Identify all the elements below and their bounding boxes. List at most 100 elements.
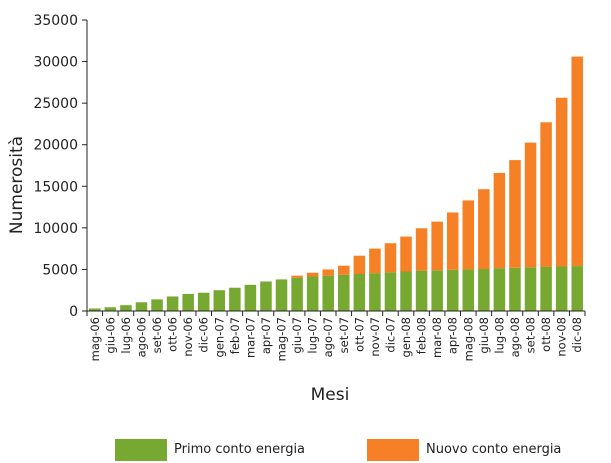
bar-primo-dic-07 — [384, 272, 397, 311]
x-tick-label-ott-07: ott-07 — [352, 317, 366, 352]
x-tick-label-apr-08: apr-08 — [446, 317, 460, 354]
bar-nuovo-nov-07 — [369, 248, 381, 274]
bar-primo-gen-08 — [400, 271, 412, 311]
x-tick-label-feb-08: feb-08 — [415, 317, 429, 354]
bar-primo-mag-06 — [89, 308, 101, 311]
bar-primo-giu-06 — [104, 307, 117, 311]
bar-primo-nov-06 — [182, 293, 194, 311]
x-axis-label: Mesi — [311, 385, 350, 405]
bar-primo-nov-07 — [369, 273, 381, 311]
x-tick-label-giu-07: giu-07 — [290, 317, 304, 354]
x-tick-label-ott-06: ott-06 — [166, 317, 180, 352]
bar-primo-set-06 — [151, 299, 163, 311]
x-tick-label-set-06: set-06 — [150, 317, 164, 353]
x-tick-label-mag-07: mag-07 — [275, 317, 289, 361]
legend-swatch-primo — [115, 439, 167, 461]
bar-primo-mag-08 — [462, 269, 475, 311]
y-tick-label: 10000 — [33, 221, 78, 237]
bar-nuovo-set-08 — [524, 142, 537, 268]
bar-primo-ago-06 — [135, 302, 148, 311]
bar-primo-lug-07 — [306, 276, 319, 311]
bar-primo-lug-06 — [120, 305, 132, 311]
x-tick-label-dic-07: dic-07 — [383, 317, 397, 353]
bar-nuovo-ott-08 — [540, 122, 552, 267]
x-tick-label-ott-08: ott-08 — [539, 317, 553, 352]
bar-nuovo-lug-07 — [306, 272, 319, 277]
x-tick-label-set-07: set-07 — [337, 317, 351, 353]
x-tick-label-set-08: set-08 — [524, 317, 538, 353]
x-tick-label-feb-07: feb-07 — [228, 317, 242, 354]
y-axis-ticks: 0 5000 10000 15000 20000 25000 30000 35000 — [33, 13, 87, 320]
bar-primo-apr-07 — [260, 281, 272, 311]
bar-primo-mar-08 — [431, 270, 443, 311]
bar-nuovo-dic-08 — [571, 56, 583, 267]
x-axis-ticks: mag-06 giu-06 lug-06 ago-06 set-06 ott-06 nov-… — [86, 311, 586, 361]
x-tick-label-ago-06: ago-06 — [134, 317, 148, 357]
bar-nuovo-ago-08 — [509, 160, 521, 268]
bar-primo-dic-08 — [571, 266, 583, 311]
x-tick-label-nov-06: nov-06 — [181, 317, 195, 357]
y-tick-label: 0 — [69, 304, 78, 320]
x-tick-label-ago-07: ago-07 — [321, 317, 335, 357]
y-tick-label: 5000 — [42, 262, 78, 278]
bar-nuovo-mar-08 — [431, 221, 443, 271]
bar-primo-giu-08 — [478, 269, 490, 311]
bar-primo-set-07 — [338, 274, 350, 311]
x-tick-label-lug-06: lug-06 — [119, 317, 133, 354]
x-tick-label-lug-08: lug-08 — [492, 317, 506, 354]
bar-primo-mag-07 — [275, 279, 288, 311]
bar-nuovo-feb-08 — [415, 228, 428, 271]
legend-label-primo: Primo conto energia — [174, 442, 306, 457]
y-tick-label: 15000 — [33, 179, 78, 195]
bar-primo-ago-07 — [322, 275, 334, 311]
bar-nuovo-mag-08 — [462, 200, 475, 270]
bar-nuovo-giu-07 — [291, 275, 303, 278]
bar-primo-gen-07 — [213, 290, 226, 311]
x-tick-label-giu-06: giu-06 — [103, 317, 117, 354]
x-tick-label-apr-07: apr-07 — [259, 317, 273, 354]
bar-primo-ott-08 — [540, 266, 552, 311]
x-tick-label-mag-08: mag-08 — [461, 317, 475, 361]
bar-nuovo-gen-08 — [400, 236, 412, 272]
x-tick-label-nov-07: nov-07 — [368, 317, 382, 357]
bar-primo-feb-08 — [415, 270, 428, 311]
y-tick-label: 35000 — [33, 13, 78, 29]
x-tick-label-ago-08: ago-08 — [508, 317, 522, 357]
y-axis-label: Numerosità — [7, 136, 27, 234]
bar-primo-ott-07 — [353, 274, 366, 311]
x-tick-label-gen-07: gen-07 — [212, 317, 226, 357]
bar-nuovo-dic-07 — [384, 243, 397, 273]
x-tick-label-lug-07: lug-07 — [306, 317, 320, 354]
bar-primo-ott-06 — [166, 296, 179, 311]
bar-nuovo-lug-08 — [493, 172, 506, 269]
bar-primo-set-08 — [524, 267, 537, 311]
y-tick-label: 30000 — [33, 55, 78, 71]
x-tick-label-dic-08: dic-08 — [570, 317, 584, 353]
bar-primo-giu-07 — [291, 277, 303, 311]
bar-nuovo-apr-08 — [446, 212, 459, 270]
bar-primo-nov-08 — [555, 266, 568, 311]
x-tick-label-mag-06: mag-06 — [88, 317, 102, 361]
bar-primo-feb-07 — [229, 287, 241, 311]
bar-primo-mar-07 — [244, 284, 257, 311]
bars-group — [89, 56, 583, 311]
y-tick-label: 25000 — [33, 96, 78, 112]
bar-primo-lug-08 — [493, 268, 506, 311]
bar-nuovo-giu-08 — [478, 189, 490, 270]
legend-label-nuovo: Nuovo conto energia — [426, 442, 562, 457]
bar-primo-ago-08 — [509, 267, 521, 311]
legend-item-nuovo: Nuovo conto energia — [367, 439, 561, 461]
x-tick-label-mar-07: mar-07 — [243, 317, 257, 358]
bar-primo-dic-06 — [197, 292, 210, 311]
bar-nuovo-nov-08 — [555, 97, 568, 267]
bar-primo-apr-08 — [446, 269, 459, 311]
x-tick-label-nov-08: nov-08 — [555, 317, 569, 357]
legend-swatch-nuovo — [367, 439, 419, 461]
x-tick-label-gen-08: gen-08 — [399, 317, 413, 357]
x-tick-label-dic-06: dic-06 — [197, 317, 211, 353]
bar-nuovo-ott-07 — [353, 255, 366, 274]
y-tick-label: 20000 — [33, 138, 78, 154]
bar-nuovo-ago-07 — [322, 269, 334, 276]
legend-item-primo: Primo conto energia — [115, 439, 305, 461]
